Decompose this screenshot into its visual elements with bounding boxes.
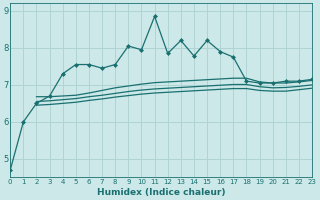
X-axis label: Humidex (Indice chaleur): Humidex (Indice chaleur) bbox=[97, 188, 225, 197]
